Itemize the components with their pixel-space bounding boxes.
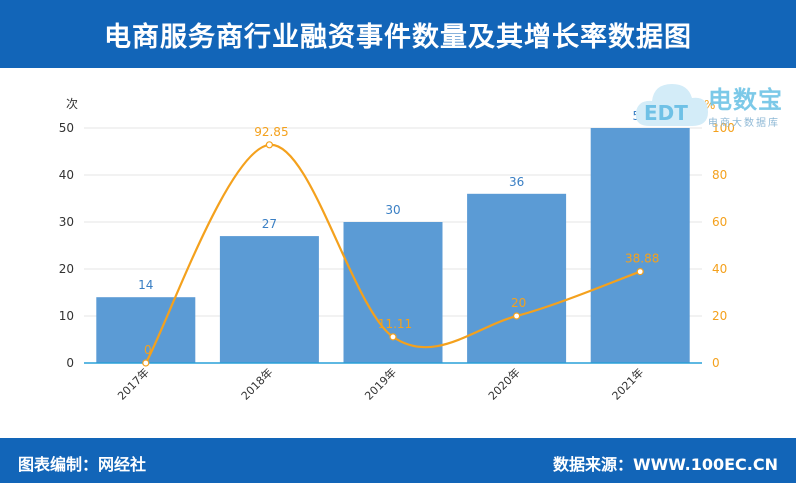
x-tick-label: 2018年 [238,365,275,402]
bar [467,193,567,363]
line-point [142,359,150,367]
y-left-tick-label: 40 [59,168,74,182]
y-right-axis-label: % [704,98,715,112]
line-point [389,333,397,341]
bar-data-label: 27 [262,217,277,231]
y-right-tick-label: 100 [712,121,735,135]
logo-text: 电数宝 [708,86,783,114]
footer-source: 数据来源：WWW.100EC.CN [552,455,778,474]
y-right-tick-label: 0 [712,356,720,370]
x-tick-label: 2020年 [485,365,522,402]
line-point [636,268,644,276]
line-data-label: 38.88 [625,252,659,266]
y-left-tick-label: 0 [66,356,74,370]
footer-credit: 图表编制：网经社 [18,455,147,474]
chart-canvas: 01020304050020406080100次%14273036502017年… [59,97,735,403]
x-tick-label: 2017年 [114,365,151,402]
bar [590,128,690,363]
y-left-tick-label: 50 [59,121,74,135]
y-left-axis-label: 次 [66,97,78,111]
line-data-label: 20 [511,296,526,310]
y-right-tick-label: 20 [712,309,727,323]
logo-subtitle: 电商大数据库 [708,118,780,129]
line-data-label: 92.85 [254,125,288,139]
line-data-label: 11.11 [378,317,412,331]
logo-badge: EDT [644,101,688,125]
x-tick-label: 2019年 [362,365,399,402]
line-point [512,312,521,320]
x-tick-label: 2021年 [609,365,646,402]
bar [343,222,443,363]
bar-data-label: 30 [385,203,400,217]
y-left-tick-label: 20 [59,262,74,276]
bar-data-label: 36 [509,175,524,189]
y-left-tick-label: 10 [59,309,74,323]
y-right-tick-label: 60 [712,215,727,229]
cloud-logo-icon: EDT [635,84,708,126]
bar [219,236,319,363]
growth-rate-line [144,143,641,364]
bar-data-label: 14 [138,278,153,292]
footer-bar: 图表编制：网经社 数据来源：WWW.100EC.CN [0,438,796,483]
bar [96,297,196,363]
line-data-label: 0 [144,343,152,357]
line-point [265,141,273,149]
y-right-tick-label: 40 [712,262,727,276]
chart-title: 电商服务商行业融资事件数量及其增长率数据图 [0,0,796,68]
y-right-tick-label: 80 [712,168,727,182]
y-left-tick-label: 30 [59,215,74,229]
